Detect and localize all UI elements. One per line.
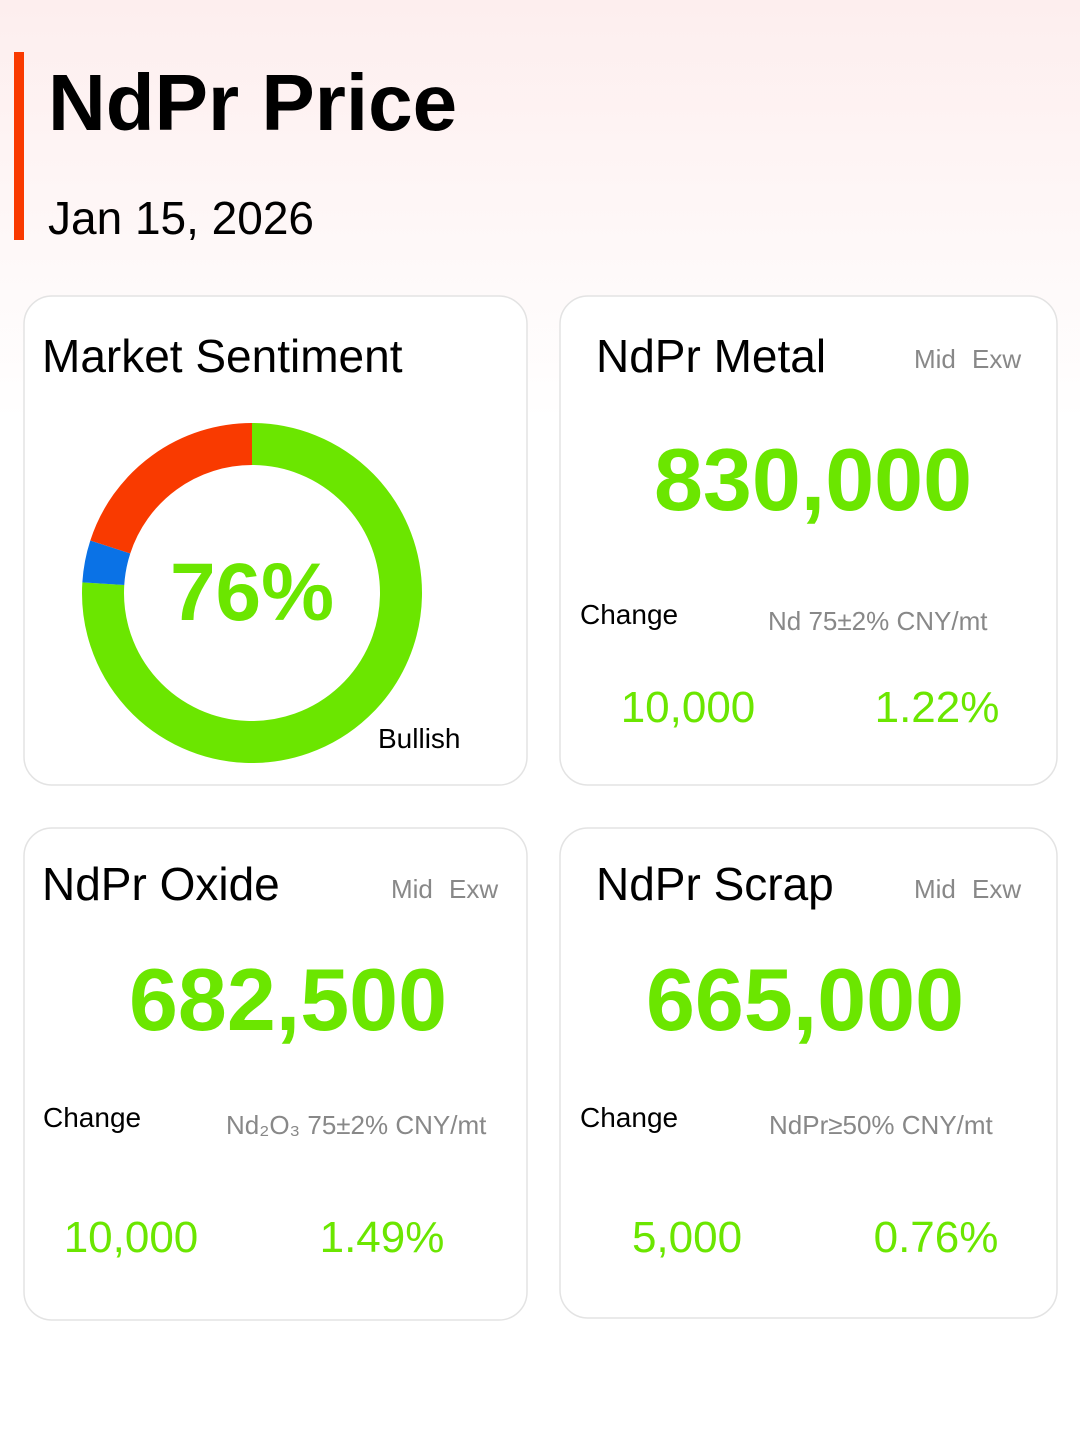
price: 830,000: [654, 430, 972, 529]
spec: Nd 75±2% CNY/mt: [768, 606, 988, 636]
price: 665,000: [646, 950, 964, 1049]
sentiment-caption: Bullish: [378, 723, 460, 754]
change: 10,000: [64, 1213, 199, 1262]
change: 5,000: [632, 1213, 742, 1262]
price-tag: Mid: [391, 874, 433, 904]
change: 10,000: [621, 683, 756, 732]
price: 682,500: [129, 950, 447, 1049]
donut-segment: [90, 423, 253, 554]
card-title: NdPr Scrap: [596, 858, 834, 910]
change-pct: 0.76%: [874, 1213, 999, 1262]
card-title: NdPr Metal: [596, 330, 826, 382]
spec: Nd₂O₃ 75±2% CNY/mt: [226, 1110, 487, 1140]
change-label: Change: [43, 1102, 141, 1133]
change-label: Change: [580, 1102, 678, 1133]
price-tag: Mid: [914, 344, 956, 374]
change-pct: 1.22%: [875, 683, 1000, 732]
price-tag: Exw: [449, 874, 498, 904]
price-card: [559, 827, 1058, 1319]
change-pct: 1.49%: [320, 1213, 445, 1262]
spec: NdPr≥50% CNY/mt: [769, 1110, 994, 1140]
change-label: Change: [580, 599, 678, 630]
donut-segment: [82, 540, 131, 586]
sentiment-value: 76%: [170, 547, 334, 638]
price-tag: Exw: [972, 874, 1021, 904]
page-title: NdPr Price: [48, 58, 457, 147]
price-tag: Mid: [914, 874, 956, 904]
date: Jan 15, 2026: [48, 192, 314, 244]
price-card: [23, 827, 528, 1321]
price-card: [559, 295, 1058, 786]
card-title: Market Sentiment: [42, 330, 403, 382]
card-title: NdPr Oxide: [42, 858, 280, 910]
price-tag: Exw: [972, 344, 1021, 374]
accent-bar: [14, 52, 24, 240]
donut-segment: [82, 423, 422, 763]
